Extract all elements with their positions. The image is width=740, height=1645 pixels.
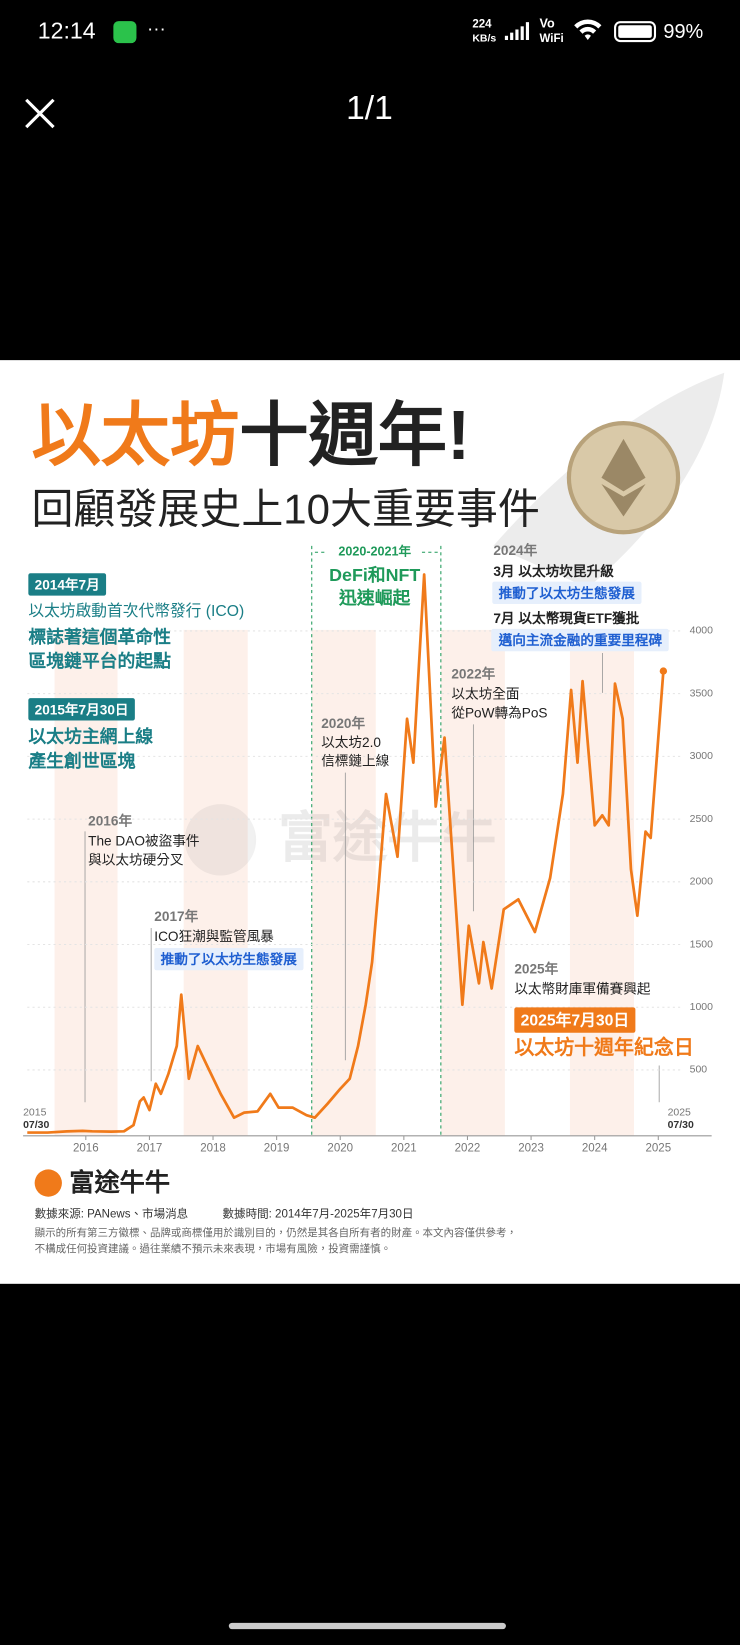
x-tick-label: 2017 bbox=[137, 1142, 163, 1154]
annotation-text: 2022年 bbox=[451, 666, 495, 682]
battery-percent: 99% bbox=[663, 21, 703, 43]
leader-lines bbox=[84, 652, 660, 1103]
start-label: 2015 bbox=[23, 1107, 46, 1118]
end-point bbox=[659, 667, 668, 675]
background-stripes bbox=[54, 629, 634, 1136]
end-label: 2025 bbox=[668, 1107, 691, 1118]
x-tick-label: 2021 bbox=[391, 1142, 417, 1154]
y-tick-label: 1000 bbox=[690, 1002, 713, 1013]
y-tick-label: 1500 bbox=[690, 939, 713, 950]
annotation-text: 推動了以太坊生態發展 bbox=[499, 585, 636, 601]
annotation-tag bbox=[492, 581, 642, 604]
price-line bbox=[27, 573, 665, 1134]
annotation-text: 2020-2021年 bbox=[338, 544, 411, 559]
y-tick-label: 3500 bbox=[690, 688, 713, 699]
x-tick-label: 2018 bbox=[200, 1142, 226, 1154]
annotation-text: 以太坊主網上線 bbox=[28, 726, 153, 747]
annotation-text: ICO狂潮與監管風暴 bbox=[154, 928, 274, 944]
line-app-icon bbox=[113, 21, 137, 44]
vowifi-top: Vo bbox=[540, 17, 555, 31]
annotation-text: 3月 以太坊坎昆升級 bbox=[493, 563, 614, 579]
x-tick-label: 2020 bbox=[327, 1142, 353, 1154]
annotation-text: 以太幣財庫軍備賽興起 bbox=[514, 981, 651, 997]
annotation-text: 2020年 bbox=[321, 715, 365, 731]
disclaimer: 顯示的所有第三方徽標、品牌或商標僅用於識別目的，仍然是其各自所有者的財產。本文內… bbox=[35, 1226, 517, 1239]
annotation-text: 以太坊全面 bbox=[451, 687, 519, 702]
price-chart: 500 1000 1500 2000 2500 3000 3500 4000 2016 2017 2… bbox=[23, 573, 713, 1154]
y-tick-label: 4000 bbox=[690, 626, 713, 637]
x-tick-label: 2023 bbox=[518, 1142, 544, 1154]
annotation-text: DeFi和NFT bbox=[329, 565, 420, 585]
annotation-text: 2015年7月30日 bbox=[35, 701, 129, 717]
annotation-tag bbox=[154, 947, 304, 971]
wifi-icon bbox=[574, 19, 602, 40]
title: 以太坊十週年! bbox=[31, 396, 470, 474]
annotation-text: 邁向主流金融的重要里程碑 bbox=[498, 632, 663, 648]
annotation-text: 2017年 bbox=[154, 908, 198, 924]
annotation-text: 2025年7月30日 bbox=[521, 1011, 629, 1030]
annotation-tag bbox=[28, 698, 135, 721]
annotation-text: The DAO被盜事件 bbox=[88, 834, 199, 849]
annotation-text: 2016年 bbox=[88, 813, 132, 829]
y-tick-label: 3000 bbox=[690, 751, 713, 762]
home-indicator[interactable] bbox=[228, 1622, 506, 1630]
signal-icon bbox=[504, 22, 530, 40]
watermark: 富途牛牛 bbox=[184, 804, 496, 876]
period: 數據時間: 2014年7月-2025年7月30日 bbox=[223, 1207, 414, 1221]
brand-name: 富途牛牛 bbox=[69, 1168, 170, 1197]
vowifi-bottom: WiFi bbox=[540, 33, 564, 45]
battery-level bbox=[618, 25, 652, 38]
annotation-tag bbox=[514, 1007, 636, 1033]
y-tick-label: 500 bbox=[690, 1065, 708, 1076]
close-button[interactable] bbox=[25, 98, 55, 129]
title-rest: 十週年! bbox=[239, 396, 470, 474]
annotation-text: 迅速崛起 bbox=[338, 587, 411, 608]
annotation-text: 與以太坊硬分叉 bbox=[88, 852, 184, 867]
watermark-text: 富途牛牛 bbox=[278, 807, 496, 868]
more-notifications: ··· bbox=[147, 18, 166, 39]
title-highlight: 以太坊 bbox=[31, 396, 239, 474]
y-tick-label: 2000 bbox=[690, 877, 713, 888]
annotation-tag bbox=[28, 573, 107, 596]
end-label: 07/30 bbox=[668, 1120, 694, 1131]
annotation-text: 以太坊啟動首次代幣發行 (ICO) bbox=[28, 602, 244, 620]
x-tick-label: 2024 bbox=[582, 1142, 608, 1154]
annotation-text: 標誌著這個革命性 bbox=[28, 626, 171, 647]
annotation-text: 信標鏈上線 bbox=[321, 754, 389, 769]
y-tick-label: 2500 bbox=[690, 814, 713, 825]
brand-logo bbox=[34, 1169, 62, 1197]
battery-icon bbox=[614, 21, 657, 43]
x-tick-label: 2025 bbox=[645, 1142, 671, 1154]
net-speed: 224 bbox=[472, 18, 492, 30]
page-counter: 1/1 bbox=[346, 90, 393, 127]
annotation-tag bbox=[491, 628, 669, 652]
subtitle: 回顧發展史上10大重要事件 bbox=[31, 485, 539, 532]
net-unit: KB/s bbox=[472, 34, 496, 45]
annotation-text: 以太坊十週年紀念日 bbox=[514, 1035, 693, 1059]
x-tick-label: 2019 bbox=[264, 1142, 290, 1154]
start-label: 07/30 bbox=[23, 1120, 49, 1131]
annotation-text: 2025年 bbox=[514, 961, 558, 977]
annotation-text: 從PoW轉為PoS bbox=[451, 705, 547, 720]
annotation-text: 區塊鏈平台的起點 bbox=[28, 650, 171, 671]
x-tick-label: 2022 bbox=[455, 1142, 481, 1154]
annotation-text: 以太坊2.0 bbox=[321, 735, 381, 750]
defi-period bbox=[311, 545, 442, 1136]
source: 數據來源: PANews、市場消息 bbox=[35, 1207, 189, 1221]
rocket-illustration bbox=[493, 372, 725, 588]
annotation-text: 7月 以太幣現貨ETF獲批 bbox=[493, 610, 639, 626]
x-tick-label: 2016 bbox=[73, 1142, 99, 1154]
disclaimer: 不構成任何投資建議。過往業績不預示未來表現，市場有風險，投資需謹慎。 bbox=[35, 1242, 391, 1255]
annotation-text: 2024年 bbox=[493, 542, 537, 558]
annotation-text: 推動了以太坊生態發展 bbox=[161, 951, 298, 967]
annotation-text: 2014年7月 bbox=[35, 576, 100, 592]
annotation-text: 產生創世區塊 bbox=[28, 750, 135, 771]
clock: 12:14 bbox=[38, 18, 96, 44]
